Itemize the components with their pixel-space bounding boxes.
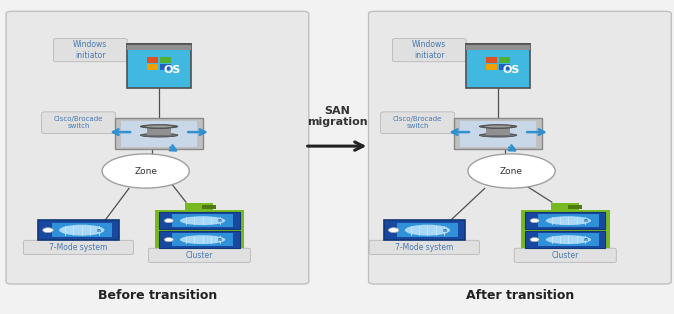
FancyBboxPatch shape bbox=[384, 220, 464, 240]
Text: Zone: Zone bbox=[134, 166, 157, 176]
FancyBboxPatch shape bbox=[460, 121, 537, 147]
FancyBboxPatch shape bbox=[38, 220, 119, 240]
FancyBboxPatch shape bbox=[539, 214, 599, 227]
Ellipse shape bbox=[180, 235, 225, 244]
FancyBboxPatch shape bbox=[173, 234, 233, 246]
Circle shape bbox=[530, 238, 539, 242]
Circle shape bbox=[164, 219, 173, 223]
Circle shape bbox=[42, 228, 53, 233]
Text: Windows
initiator: Windows initiator bbox=[412, 41, 446, 60]
FancyBboxPatch shape bbox=[514, 248, 616, 263]
FancyBboxPatch shape bbox=[6, 11, 309, 284]
Text: OS: OS bbox=[502, 65, 520, 75]
Ellipse shape bbox=[146, 126, 173, 127]
Text: Cluster: Cluster bbox=[551, 251, 579, 260]
Text: n: n bbox=[97, 228, 100, 233]
FancyBboxPatch shape bbox=[52, 223, 112, 237]
FancyBboxPatch shape bbox=[486, 127, 510, 135]
Text: SAN
migration: SAN migration bbox=[307, 106, 367, 127]
Ellipse shape bbox=[180, 216, 225, 225]
Ellipse shape bbox=[546, 216, 591, 225]
FancyBboxPatch shape bbox=[185, 203, 214, 210]
FancyBboxPatch shape bbox=[466, 44, 530, 88]
FancyBboxPatch shape bbox=[147, 57, 158, 63]
Text: n: n bbox=[584, 218, 587, 223]
Text: Zone: Zone bbox=[500, 166, 523, 176]
FancyBboxPatch shape bbox=[115, 118, 203, 149]
FancyBboxPatch shape bbox=[568, 205, 582, 209]
Text: n: n bbox=[584, 237, 587, 242]
Text: Cisco/Brocade
switch: Cisco/Brocade switch bbox=[393, 116, 442, 129]
Text: n: n bbox=[218, 218, 222, 223]
Ellipse shape bbox=[479, 125, 517, 128]
FancyBboxPatch shape bbox=[159, 231, 240, 248]
FancyBboxPatch shape bbox=[155, 210, 244, 250]
FancyBboxPatch shape bbox=[486, 64, 497, 70]
Ellipse shape bbox=[405, 225, 450, 236]
Text: Before transition: Before transition bbox=[98, 289, 217, 302]
FancyBboxPatch shape bbox=[499, 64, 510, 70]
Text: n: n bbox=[218, 237, 222, 242]
FancyBboxPatch shape bbox=[539, 234, 599, 246]
Text: Cisco/Brocade
switch: Cisco/Brocade switch bbox=[54, 116, 103, 129]
FancyBboxPatch shape bbox=[525, 231, 605, 248]
Ellipse shape bbox=[59, 225, 104, 236]
FancyBboxPatch shape bbox=[173, 214, 233, 227]
FancyBboxPatch shape bbox=[127, 44, 191, 88]
FancyBboxPatch shape bbox=[369, 240, 479, 255]
FancyBboxPatch shape bbox=[454, 118, 542, 149]
FancyBboxPatch shape bbox=[160, 57, 171, 63]
FancyBboxPatch shape bbox=[499, 57, 510, 63]
FancyBboxPatch shape bbox=[466, 44, 530, 50]
Text: 7-Mode system: 7-Mode system bbox=[49, 243, 108, 252]
Text: n: n bbox=[442, 228, 446, 233]
FancyBboxPatch shape bbox=[160, 64, 171, 70]
Ellipse shape bbox=[102, 154, 189, 188]
FancyBboxPatch shape bbox=[24, 240, 133, 255]
Circle shape bbox=[530, 219, 539, 223]
FancyBboxPatch shape bbox=[369, 11, 671, 284]
FancyBboxPatch shape bbox=[53, 38, 127, 62]
FancyBboxPatch shape bbox=[392, 38, 466, 62]
FancyBboxPatch shape bbox=[42, 112, 115, 134]
FancyBboxPatch shape bbox=[147, 64, 158, 70]
FancyBboxPatch shape bbox=[121, 121, 197, 147]
Ellipse shape bbox=[485, 126, 512, 127]
FancyBboxPatch shape bbox=[397, 223, 458, 237]
Text: Windows
initiator: Windows initiator bbox=[73, 41, 107, 60]
Circle shape bbox=[164, 238, 173, 242]
Ellipse shape bbox=[546, 235, 591, 244]
Circle shape bbox=[388, 228, 399, 233]
Ellipse shape bbox=[468, 154, 555, 188]
FancyBboxPatch shape bbox=[159, 212, 240, 229]
Ellipse shape bbox=[479, 133, 517, 137]
FancyBboxPatch shape bbox=[486, 57, 497, 63]
FancyBboxPatch shape bbox=[147, 127, 171, 135]
Text: OS: OS bbox=[163, 65, 181, 75]
FancyBboxPatch shape bbox=[381, 112, 454, 134]
FancyBboxPatch shape bbox=[525, 212, 605, 229]
FancyBboxPatch shape bbox=[521, 210, 609, 250]
Text: Cluster: Cluster bbox=[186, 251, 213, 260]
FancyBboxPatch shape bbox=[127, 44, 191, 50]
FancyBboxPatch shape bbox=[202, 205, 216, 209]
FancyBboxPatch shape bbox=[148, 248, 251, 263]
Ellipse shape bbox=[140, 133, 178, 137]
Ellipse shape bbox=[140, 125, 178, 128]
Text: 7-Mode system: 7-Mode system bbox=[395, 243, 454, 252]
FancyBboxPatch shape bbox=[551, 203, 580, 210]
Text: After transition: After transition bbox=[466, 289, 574, 302]
